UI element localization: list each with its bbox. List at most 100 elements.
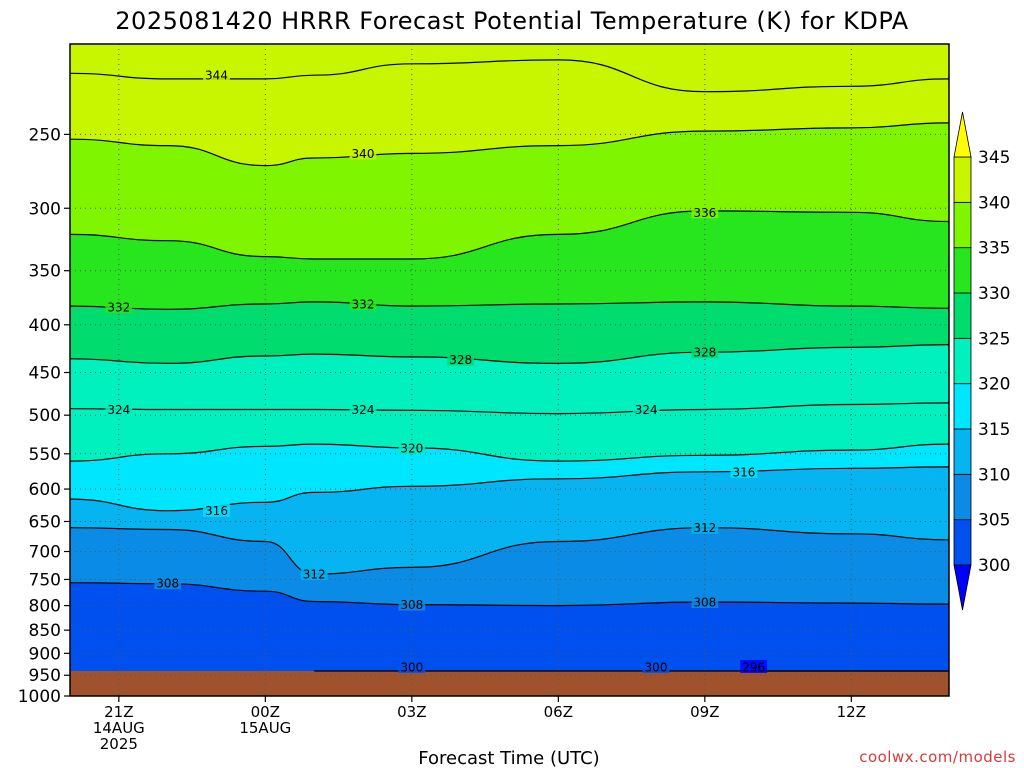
- x-tick-label-33-0: 09Z: [690, 703, 719, 721]
- y-tick-label-550: 550: [29, 445, 61, 465]
- colorbar-label-305: 305: [978, 511, 1010, 531]
- contour-label-336: 336: [693, 206, 716, 220]
- colorbar-seg-300: [953, 519, 972, 566]
- x-tick-label-21-2: 2025: [100, 735, 138, 753]
- y-tick-label-600: 600: [29, 480, 61, 500]
- y-axis: 250 300 350 400 450 500 550 600 650 700 750 800 850 9…: [18, 125, 70, 707]
- colorbar-label-300: 300: [978, 556, 1010, 576]
- contour-308: [69, 582, 950, 607]
- colorbar-label-335: 335: [978, 239, 1010, 259]
- colorbar-seg-330: [953, 247, 972, 294]
- colorbar-arrow-bottom: [953, 564, 972, 611]
- contour-label-320: 320: [400, 441, 423, 455]
- contour-label-316: 316: [732, 465, 755, 479]
- contour-label-296: 296: [742, 661, 765, 675]
- contour-label-bg-344: [203, 68, 230, 82]
- contour-332: [69, 301, 950, 310]
- colorbar-label-325: 325: [978, 329, 1010, 349]
- contour-label-340: 340: [352, 147, 375, 161]
- y-tick-label-650: 650: [29, 512, 61, 532]
- contour-label-328: 328: [449, 353, 472, 367]
- contour-label-312: 312: [303, 568, 326, 582]
- x-tick-label-24-1: 15AUG: [239, 719, 291, 737]
- colorbar-label-330: 330: [978, 284, 1010, 304]
- contour-label-bg-308: [398, 597, 426, 611]
- fill-band-344: [70, 44, 949, 92]
- contour-label-bg-324: [105, 402, 133, 416]
- y-tick-label-900: 900: [29, 644, 61, 664]
- colorbar-label-315: 315: [978, 420, 1010, 440]
- y-tick-label-400: 400: [29, 316, 61, 336]
- contour-label-300: 300: [645, 661, 668, 675]
- colorbar-seg-315: [953, 383, 972, 430]
- contour-312: [69, 527, 950, 575]
- y-tick-label-250: 250: [29, 125, 61, 145]
- contour-label-bg-328: [447, 352, 475, 366]
- y-tick-label-750: 750: [29, 570, 61, 590]
- contour-label-bg-296: [740, 660, 768, 673]
- y-tick-label-450: 450: [29, 364, 61, 384]
- x-tick-label-24-0: 00Z: [251, 703, 280, 721]
- grid-layer: [70, 44, 949, 697]
- contour-label-312: 312: [693, 521, 716, 535]
- colorbar-label-310: 310: [978, 465, 1010, 485]
- contour-label-324: 324: [635, 403, 658, 417]
- colorbar-label-320: 320: [978, 375, 1010, 395]
- contour-label-316: 316: [205, 504, 228, 518]
- contour-layer: [69, 59, 950, 672]
- y-tick-label-850: 850: [29, 621, 61, 641]
- x-tick-label-21-0: 21Z: [104, 703, 133, 721]
- contour-label-bg-324: [349, 402, 377, 416]
- contour-336: [69, 210, 950, 260]
- x-tick-label-21-1: 14AUG: [93, 719, 145, 737]
- x-axis-label: Forecast Time (UTC): [418, 748, 599, 768]
- contour-label-bg-308: [154, 576, 182, 590]
- contour-label-bg-336: [691, 205, 719, 219]
- contour-324: [69, 402, 950, 415]
- y-tick-label-950: 950: [29, 666, 61, 686]
- colorbar-seg-310: [953, 428, 972, 475]
- contour-label-308: 308: [156, 577, 179, 591]
- contour-label-308: 308: [400, 598, 423, 612]
- colorbar-label-345: 345: [978, 148, 1010, 168]
- x-tick-label-30-0: 06Z: [544, 703, 573, 721]
- contour-label-bg-332: [105, 300, 133, 314]
- y-tick-label-1000: 1000: [18, 687, 61, 707]
- contour-320: [69, 443, 950, 462]
- contour-label-308: 308: [693, 596, 716, 610]
- contour-label-bg-300: [398, 660, 426, 673]
- contour-label-344: 344: [205, 69, 228, 83]
- color-fill-layer: [70, 44, 949, 696]
- contour-label-layer: 344 340 336 332 332 328 328 324 324 324 320 316 316 3…: [105, 68, 768, 675]
- contour-label-bg-332: [349, 297, 377, 311]
- x-tick-label-27-0: 03Z: [397, 703, 426, 721]
- contour-label-328: 328: [693, 346, 716, 360]
- surface-terrain: [70, 671, 949, 696]
- colorbar-seg-305: [953, 473, 972, 521]
- plot-frame: [69, 43, 950, 697]
- chart-title: 2025081420 HRRR Forecast Potential Tempe…: [115, 7, 909, 35]
- y-tick-label-500: 500: [29, 406, 61, 426]
- colorbar-seg-335: [953, 201, 972, 249]
- contour-label-bg-324: [632, 402, 660, 416]
- credit-text: coolwx.com/models: [859, 748, 1016, 766]
- contour-label-bg-300: [642, 660, 670, 673]
- contour-label-bg-308: [691, 595, 719, 609]
- y-tick-label-700: 700: [29, 543, 61, 563]
- colorbar: 300 305 310 315 320 325 330 335 340 345: [953, 111, 1010, 611]
- contour-340: [69, 122, 950, 167]
- contour-label-bg-312: [300, 567, 328, 581]
- contour-label-300: 300: [400, 661, 423, 675]
- contour-label-332: 332: [107, 301, 130, 315]
- contour-label-bg-316: [203, 503, 230, 517]
- colorbar-seg-340: [953, 156, 972, 203]
- contour-label-324: 324: [107, 403, 130, 417]
- contour-label-bg-312: [691, 520, 719, 534]
- y-tick-label-350: 350: [29, 262, 61, 282]
- contour-label-332: 332: [352, 298, 375, 312]
- contour-label-bg-340: [349, 146, 377, 160]
- y-tick-label-800: 800: [29, 597, 61, 617]
- colorbar-label-340: 340: [978, 193, 1010, 213]
